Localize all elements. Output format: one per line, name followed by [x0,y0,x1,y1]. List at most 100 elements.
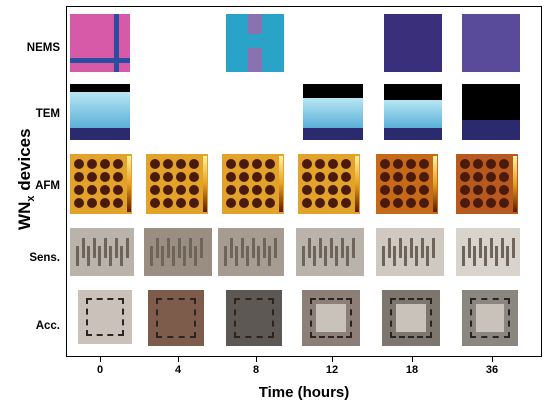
afm-pit [113,172,123,182]
afm-pit [265,172,275,182]
sensor-finger [489,238,493,258]
row-label-afm: AFM [35,180,60,192]
afm-pit [239,172,249,182]
x-tick-0 [100,357,101,362]
afm-pit [265,159,275,169]
sensor-finger [431,238,435,258]
sensor-finger [98,246,101,266]
afm-pit [328,159,338,169]
sensor-finger [257,246,260,266]
sensor-finger [329,238,333,258]
afm-pit [473,185,483,195]
tem-image-36h [462,84,520,140]
x-tick-4 [178,357,179,362]
sens-image-0h [70,228,134,276]
sensor-finger [351,238,355,258]
afm-pit [226,185,236,195]
afm-pit [406,198,416,208]
sensor-finger [199,238,203,258]
afm-pit [150,185,160,195]
afm-pit [406,172,416,182]
row-label-acc: Acc. [35,320,60,332]
sensor-finger [462,246,465,266]
x-axis-title: Time (hours) [258,384,350,401]
afm-pit [341,185,351,195]
sensor-finger [166,238,170,258]
sensor-finger [318,238,322,258]
afm-pit [380,185,390,195]
x-tick-label-4: 4 [174,364,182,376]
afm-pit [226,172,236,182]
afm-pit [499,172,509,182]
sensor-finger [150,246,153,266]
afm-pit [406,159,416,169]
afm-pit [74,159,84,169]
afm-pit [226,159,236,169]
afm-pit [486,185,496,195]
afm-pit [499,159,509,169]
tem-image-12h [303,84,363,140]
sensor-finger [393,246,396,266]
x-tick-label-8: 8 [252,364,260,376]
sensor-finger [229,238,233,258]
afm-image-36h [456,154,518,214]
afm-pit [393,172,403,182]
figure-frame [66,6,542,357]
afm-image-0h [70,154,132,214]
afm-pit [176,172,186,182]
sensor-finger [511,238,515,258]
afm-pit [328,172,338,182]
afm-pit [239,198,249,208]
sensor-finger [262,238,266,258]
afm-pit [163,159,173,169]
afm-pit [419,172,429,182]
sensor-finger [467,238,471,258]
sensor-finger [125,238,129,258]
afm-pit [380,172,390,182]
sensor-finger [268,246,271,266]
x-tick-label-0: 0 [96,364,104,376]
sensor-finger [120,246,123,266]
sens-image-12h [296,228,364,276]
afm-pit [419,198,429,208]
afm-pit [239,185,249,195]
afm-pit [406,185,416,195]
afm-pit [150,198,160,208]
sensor-finger [473,246,476,266]
sensor-finger [324,246,327,266]
sens-image-4h [144,228,212,276]
sensor-finger [398,238,402,258]
row-label-tem: TEM [35,108,60,120]
sensor-finger [161,246,164,266]
afm-pit [100,198,110,208]
afm-pit [163,185,173,195]
sens-image-18h [376,228,444,276]
sensor-finger [346,246,349,266]
afm-pit [393,185,403,195]
sensor-finger [409,238,413,258]
afm-pit [341,172,351,182]
acc-image-4h [148,290,204,346]
sensor-finger [188,238,192,258]
sensor-finger [382,246,385,266]
sensor-finger [103,238,107,258]
sensor-finger [92,238,96,258]
afm-pit [315,159,325,169]
acc-image-36h [462,290,518,346]
x-tick-12 [332,357,333,362]
x-tick-label-18: 18 [405,364,419,376]
sensor-finger [340,238,344,258]
afm-pit [189,159,199,169]
afm-pit [486,159,496,169]
afm-pit [302,159,312,169]
sensor-finger [109,246,112,266]
row-label-nems: NEMS [26,42,60,54]
afm-pit [189,172,199,182]
sensor-finger [224,246,227,266]
afm-pit [74,198,84,208]
acc-image-0h [78,290,132,344]
afm-image-8h [222,154,284,214]
sensor-finger [81,238,85,258]
sensor-finger [183,246,186,266]
sensor-finger [404,246,407,266]
